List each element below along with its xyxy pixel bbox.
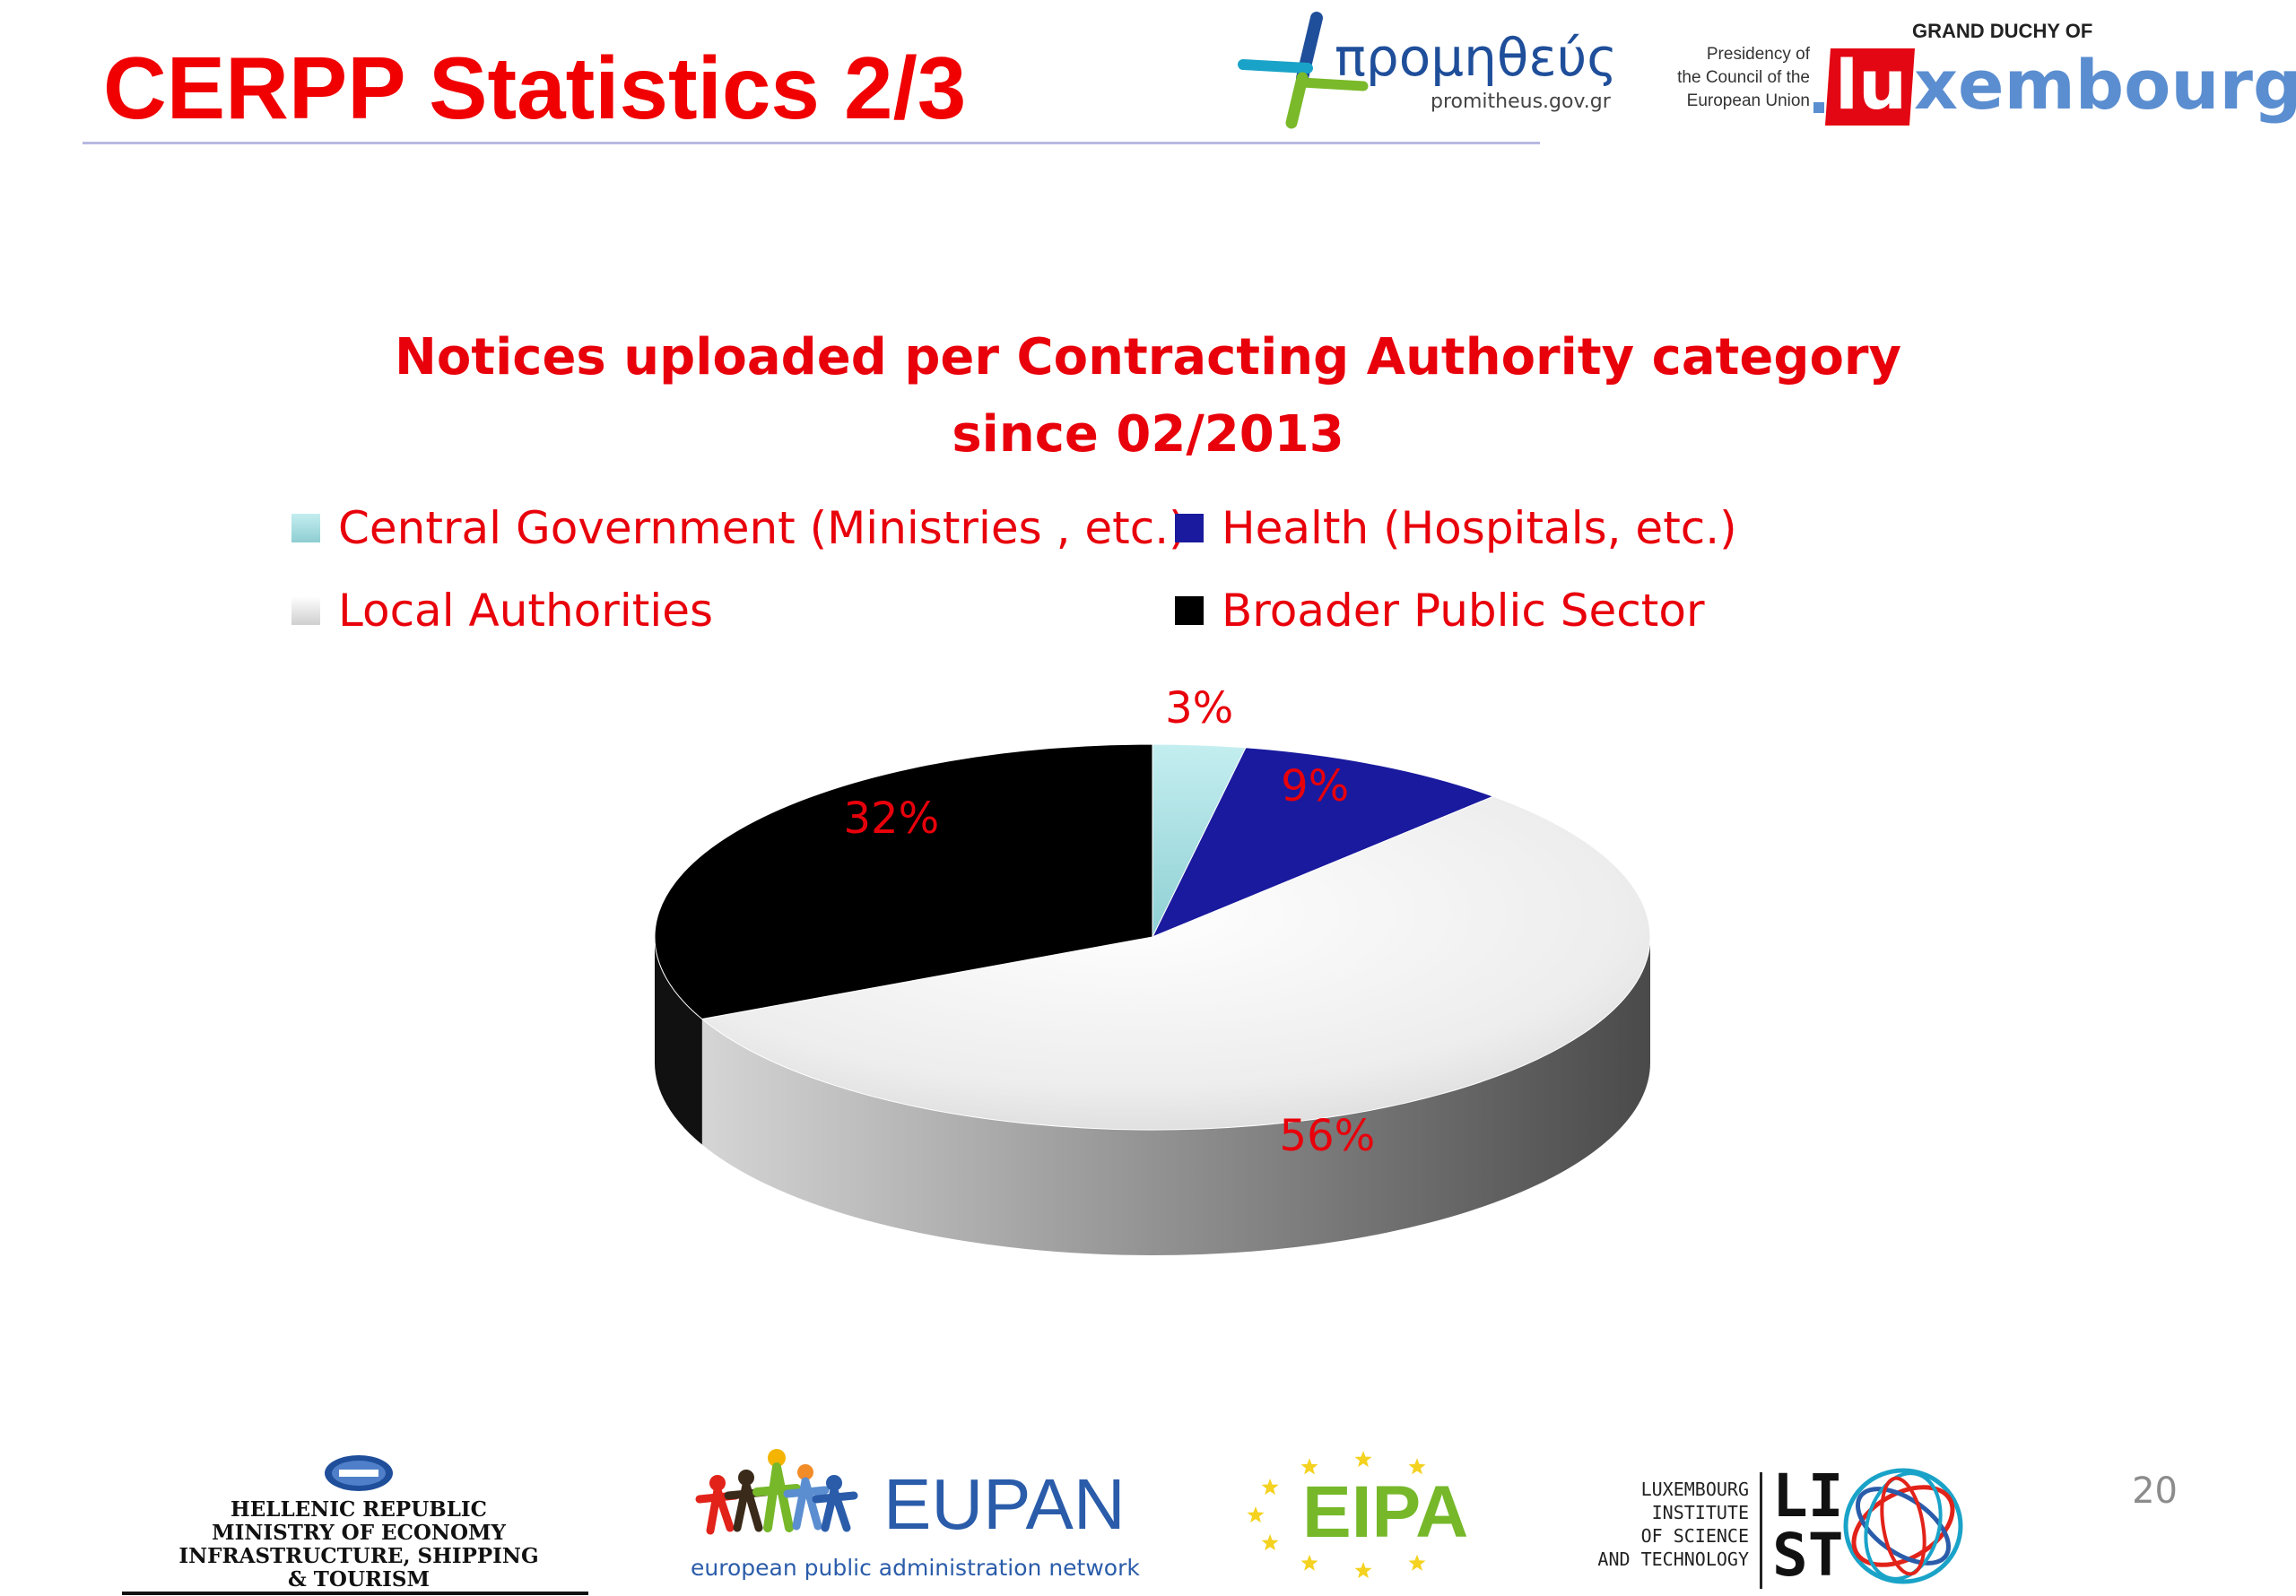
hellenic-line-2: MINISTRY OF ECONOMY (212, 1521, 506, 1545)
pie-data-label: 32% (843, 794, 939, 844)
prometheus-url: promitheus.gov.gr (1431, 91, 1612, 113)
legend-swatch-central-government (291, 514, 320, 542)
eipa-star-icon (1354, 1451, 1372, 1468)
chart-title-line-2: since 02/2013 (952, 405, 1344, 464)
list-globe-icon (1843, 1468, 1963, 1584)
legend-item-health: Health (Hospitals, etc.) (1175, 502, 1737, 554)
eipa-star-icon (1300, 1554, 1318, 1571)
list-divider (1760, 1472, 1762, 1589)
eipa-star-icon (1261, 1534, 1279, 1551)
list-mark-top: LI (1772, 1462, 1844, 1531)
luxembourg-prefix: lu (1835, 45, 1908, 125)
eipa-name: EIPA (1302, 1471, 1469, 1553)
eipa-star-icon (1408, 1458, 1426, 1475)
legend-item-central-government: Central Government (Ministries , etc.) (291, 502, 1187, 554)
eipa-star-icon (1354, 1562, 1372, 1579)
eipa-star-icon (1247, 1506, 1265, 1523)
chart-title: Notices uploaded per Contracting Authori… (269, 319, 2027, 473)
slide-title: CERPP Statistics 2/3 (103, 39, 967, 137)
eipa-star-icon (1300, 1458, 1318, 1475)
pie-slice-local-authorities (700, 795, 1651, 1131)
presidency-line-1: Presidency of (1706, 45, 1810, 64)
luxembourg-dot (1813, 102, 1824, 113)
legend-item-broader-public-sector: Broader Public Sector (1175, 585, 1705, 637)
legend-swatch-local-authorities (291, 596, 320, 625)
legend-swatch-broader-public-sector (1175, 596, 1204, 625)
legend-swatch-health (1175, 514, 1204, 542)
prometheus-name: προμηθεύς (1335, 27, 1617, 88)
presidency-text: Presidency of the Council of the Europea… (1648, 43, 1810, 113)
chart-title-line-1: Notices uploaded per Contracting Authori… (394, 328, 1902, 386)
eupan-name: EUPAN (883, 1464, 1126, 1544)
luxembourg-logo: GRAND DUCHY OF lu xembourg (1812, 16, 2296, 133)
page-number: 20 (2132, 1470, 2178, 1512)
presidency-line-3: European Union (1686, 91, 1810, 110)
luxembourg-rest: xembourg (1914, 45, 2296, 125)
pie-slice-health-hospitals-etc (1151, 747, 1495, 938)
eupan-people-icon (695, 1449, 858, 1535)
pie-data-label: 3% (1165, 683, 1233, 733)
prometheus-logo: προμηθεύς promitheus.gov.gr (1238, 11, 1641, 136)
legend-label-central-government: Central Government (Ministries , etc.) (338, 502, 1187, 554)
eipa-logo: EIPA (1229, 1445, 1498, 1589)
eipa-star-icon (1261, 1479, 1279, 1496)
eupan-subtitle: european public administration network (691, 1555, 1140, 1581)
pie-data-label: 9% (1281, 761, 1349, 811)
eipa-stars-icon (1247, 1451, 1426, 1579)
hellenic-line-4: & TOURISM (288, 1567, 430, 1592)
list-line-4: AND TECHNOLOGY (1597, 1548, 1749, 1570)
list-line-1: LUXEMBOURG (1640, 1479, 1749, 1500)
list-logo: LUXEMBOURG INSTITUTE OF SCIENCE AND TECH… (1578, 1462, 1973, 1596)
hellenic-line-3: INFRASTRUCTURE, SHIPPING (178, 1544, 539, 1568)
hellenic-line-1: HELLENIC REPUBLIC (230, 1497, 487, 1522)
legend-label-local-authorities: Local Authorities (338, 585, 714, 637)
list-mark-bottom: ST (1772, 1521, 1844, 1590)
luxembourg-top-text: GRAND DUCHY OF (1912, 20, 2093, 42)
legend-item-local-authorities: Local Authorities (291, 585, 713, 637)
pie-slice-central-government-ministries-etc (1152, 743, 1247, 938)
hellenic-emblem-icon (325, 1455, 393, 1491)
pie-data-label: 56% (1280, 1111, 1376, 1161)
chart-legend: Central Government (Ministries , etc.) H… (291, 502, 1816, 681)
presidency-line-2: the Council of the (1677, 68, 1810, 87)
pie-side-broader-public-sector (655, 937, 702, 1145)
list-line-2: INSTITUTE (1651, 1502, 1749, 1523)
eipa-star-icon (1408, 1554, 1426, 1571)
pie-side-wall (655, 937, 1650, 1255)
eupan-logo: EUPAN european public administration net… (691, 1445, 1157, 1589)
pie-slice-broader-public-sector (654, 743, 1153, 1020)
hellenic-underline (122, 1592, 588, 1595)
legend-label-health: Health (Hospitals, etc.) (1222, 502, 1737, 554)
title-divider (83, 142, 1540, 144)
hellenic-republic-logo: HELLENIC REPUBLIC MINISTRY OF ECONOMY IN… (117, 1448, 601, 1596)
legend-label-broader-public-sector: Broader Public Sector (1222, 585, 1705, 637)
list-line-3: OF SCIENCE (1640, 1525, 1749, 1547)
